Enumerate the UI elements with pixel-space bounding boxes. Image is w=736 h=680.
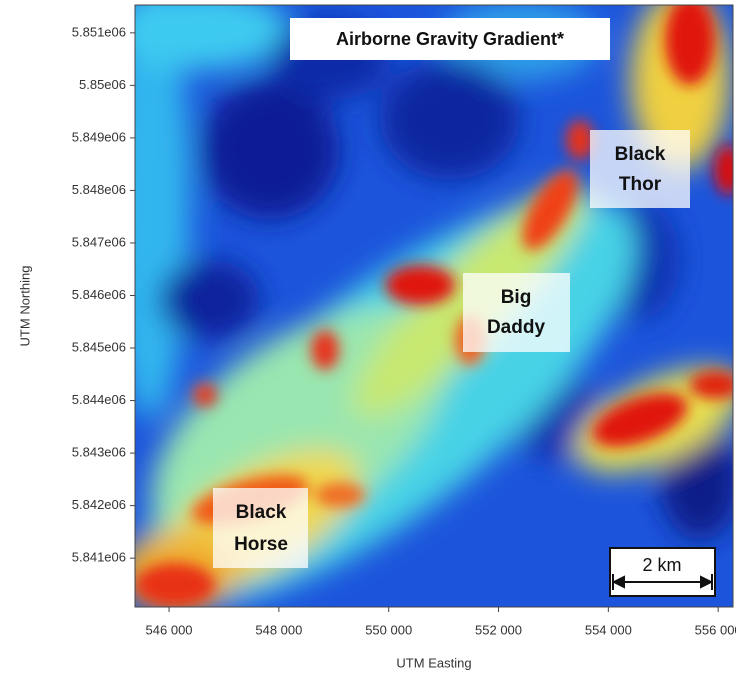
y-tick-label: 5.848e06 <box>72 182 126 197</box>
y-tick-label: 5.847e06 <box>72 234 126 249</box>
x-axis-label: UTM Easting <box>396 655 471 670</box>
y-tick-label: 5.851e06 <box>72 24 126 39</box>
y-tick-label: 5.844e06 <box>72 392 126 407</box>
y-tick-label: 5.849e06 <box>72 129 126 144</box>
scale-bar-label: 2 km <box>642 555 681 575</box>
x-tick-label: 546 000 <box>146 622 193 637</box>
label-box <box>213 488 308 568</box>
y-tick-label: 5.845e06 <box>72 339 126 354</box>
figure: Airborne Gravity Gradient* Black Thor Bi… <box>0 0 736 675</box>
y-tick-label: 5.843e06 <box>72 445 126 460</box>
y-tick-label: 5.846e06 <box>72 287 126 302</box>
site-label: Big <box>501 287 532 308</box>
y-tick-label: 5.85e06 <box>79 77 126 92</box>
x-tick-label: 548 000 <box>255 622 302 637</box>
site-label: Black <box>615 144 666 165</box>
x-tick-label: 556 000 <box>695 622 736 637</box>
label-box <box>463 273 570 352</box>
y-tick-label: 5.842e06 <box>72 497 126 512</box>
y-tick-label: 5.841e06 <box>72 550 126 565</box>
x-tick-label: 550 000 <box>365 622 412 637</box>
x-tick-label: 552 000 <box>475 622 522 637</box>
x-tick-label: 554 000 <box>585 622 632 637</box>
site-label: Thor <box>619 174 662 195</box>
label-box <box>590 130 690 208</box>
y-axis-label: UTM Northing <box>17 266 32 347</box>
site-label: Daddy <box>487 317 546 338</box>
site-label: Black <box>236 502 287 523</box>
site-label: Horse <box>234 534 288 555</box>
title: Airborne Gravity Gradient* <box>336 29 564 49</box>
